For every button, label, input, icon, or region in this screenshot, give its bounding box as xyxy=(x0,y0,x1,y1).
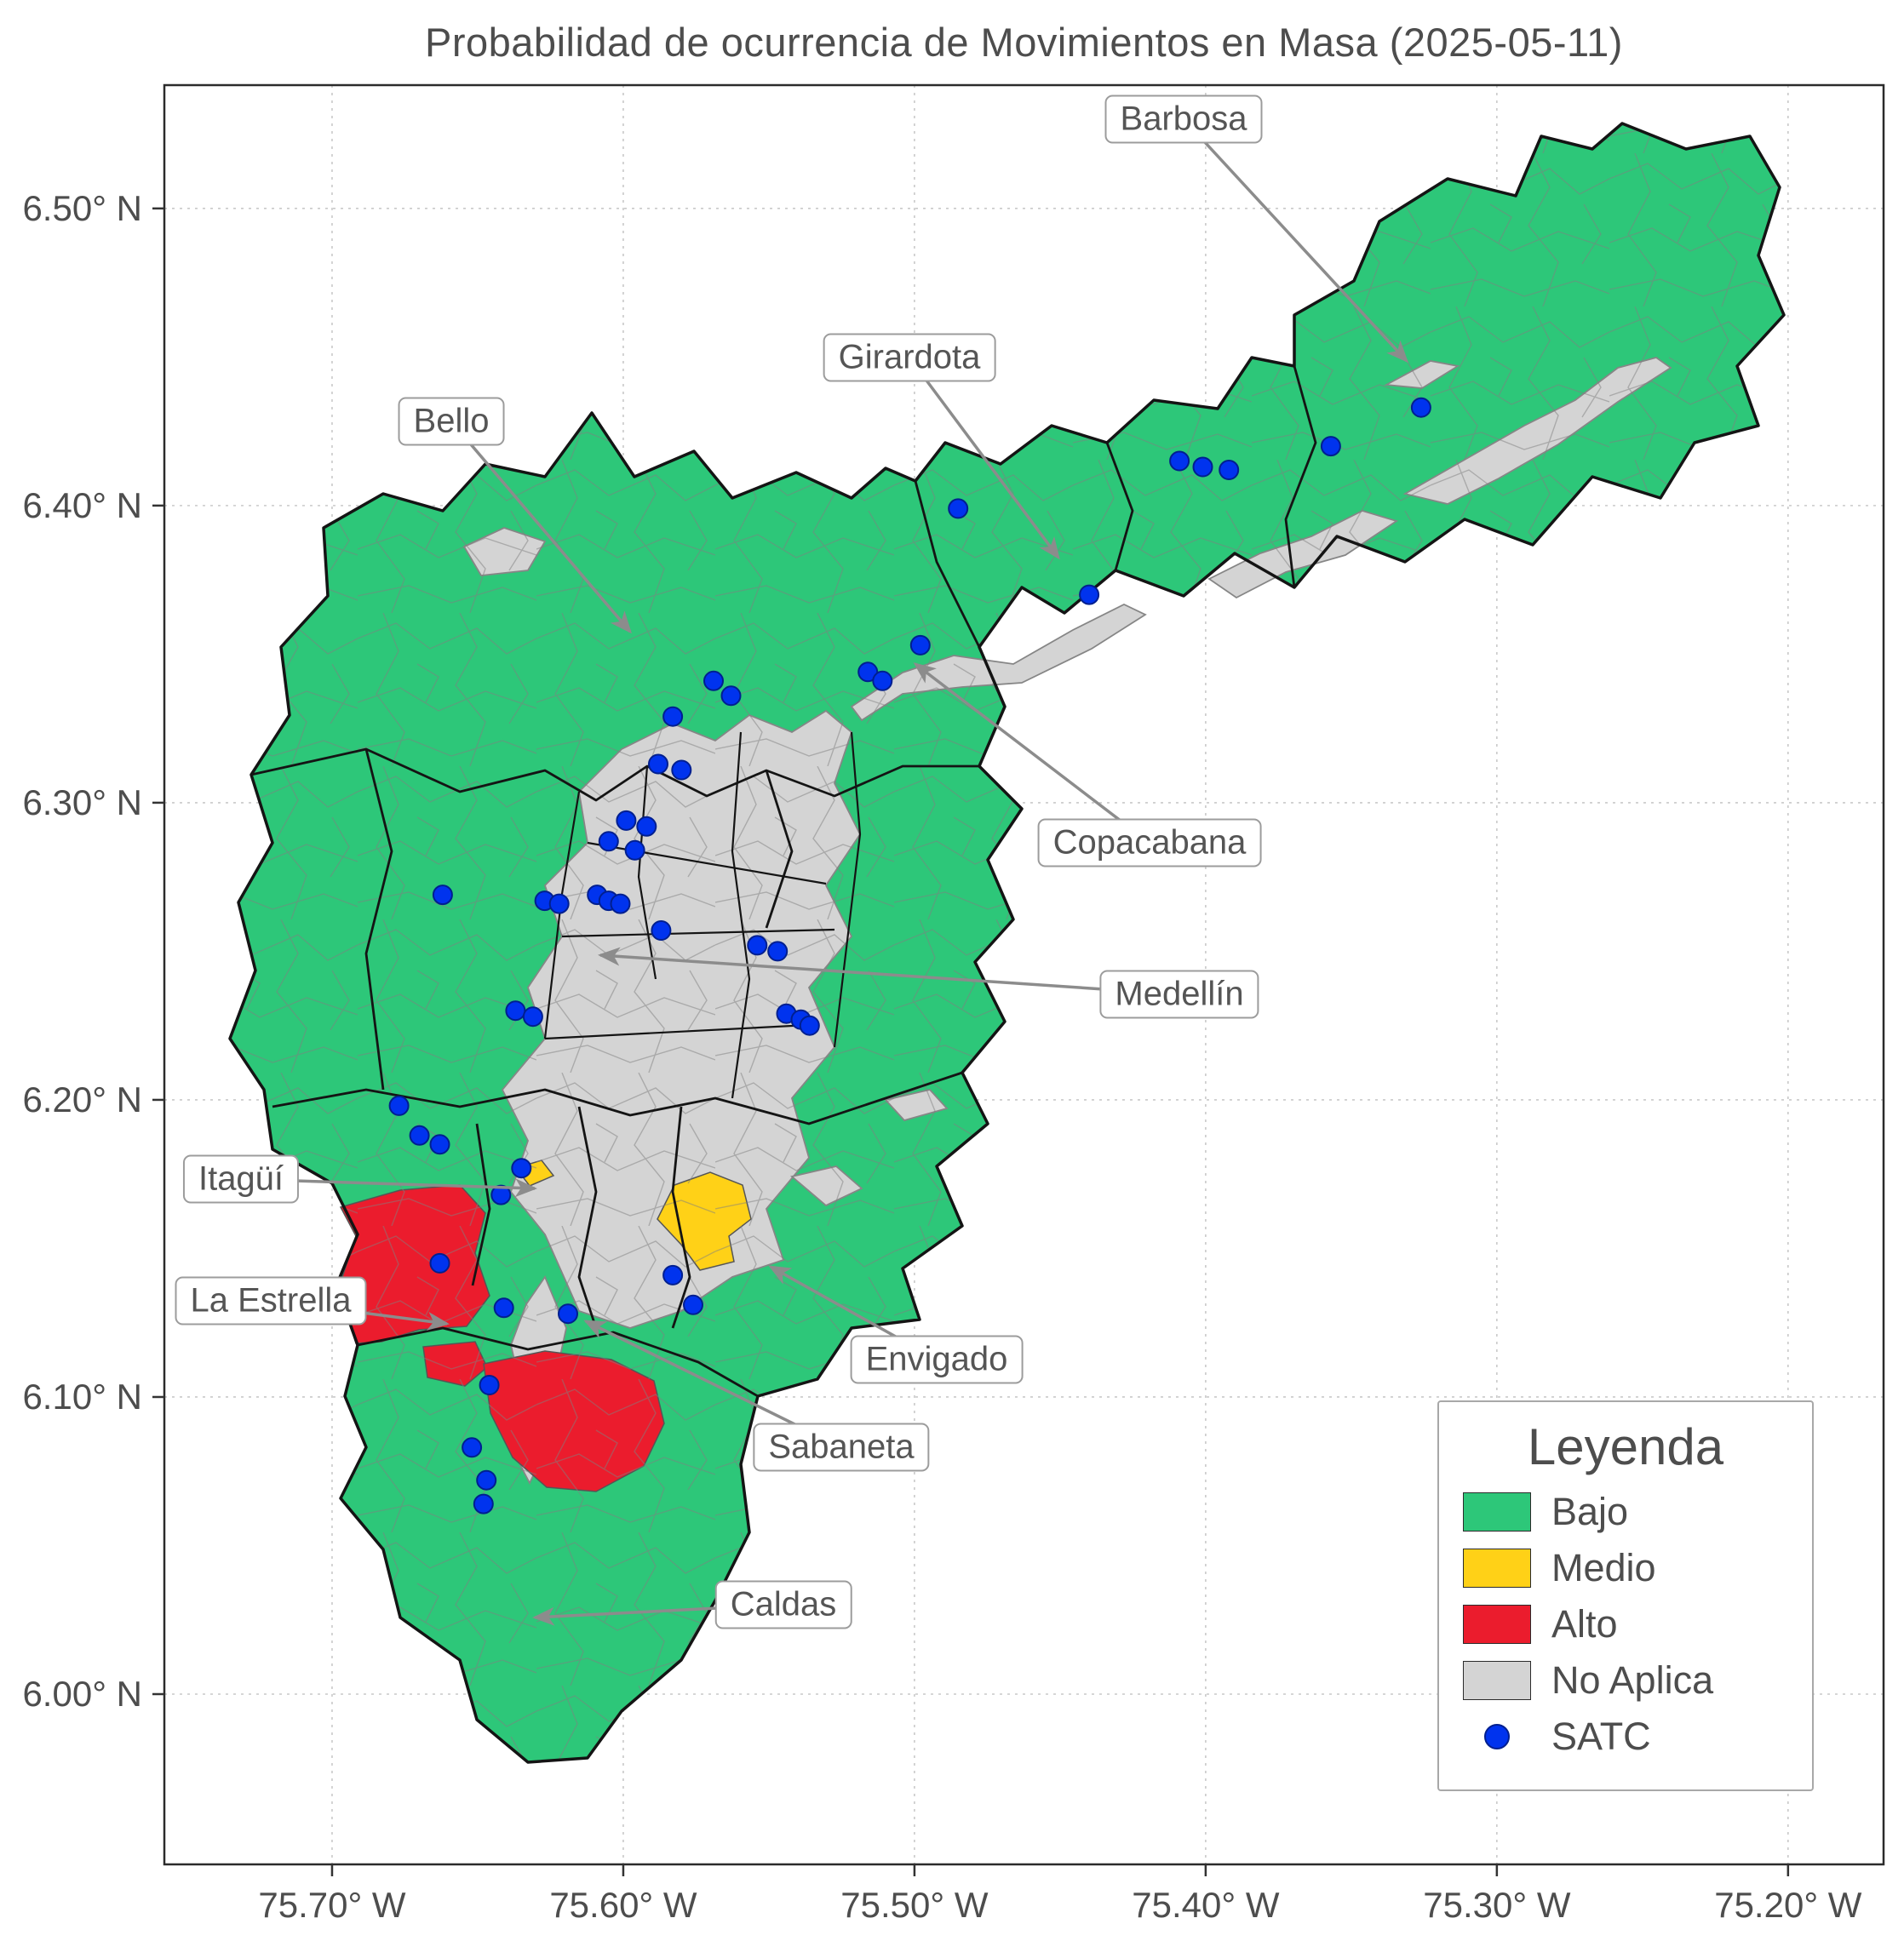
satc-point xyxy=(909,634,931,656)
satc-point xyxy=(671,759,692,781)
legend-item-medio: Medio xyxy=(1463,1546,1788,1590)
satc-point xyxy=(522,1006,543,1028)
satc-point xyxy=(1219,460,1240,480)
axis-ticks-layer: 75.70° W 75.60° W 75.50° W 75.40° W 75.30° W… xyxy=(22,188,1861,1925)
plot-frame xyxy=(163,83,1885,1866)
legend-satc-marker-wrap xyxy=(1463,1724,1531,1749)
legend-swatch-bajo xyxy=(1463,1492,1531,1532)
satc-point xyxy=(683,1294,703,1315)
satc-point xyxy=(429,1252,450,1274)
satc-point xyxy=(511,1158,532,1179)
satc-point xyxy=(747,935,768,956)
y-tick-label: 6.20° N xyxy=(22,1079,142,1119)
legend-label-bajo: Bajo xyxy=(1551,1490,1629,1533)
y-tick-label: 6.30° N xyxy=(22,782,142,822)
satc-legend-dot-icon xyxy=(1484,1724,1510,1749)
satc-point xyxy=(1079,584,1100,605)
x-tick-label: 75.60° W xyxy=(549,1885,697,1925)
satc-point xyxy=(872,670,893,691)
satc-point xyxy=(476,1469,497,1491)
satc-point xyxy=(462,1437,483,1458)
y-tick-label: 6.40° N xyxy=(22,485,142,525)
satc-point xyxy=(767,941,789,962)
comuna-borders xyxy=(543,731,862,1099)
satc-point xyxy=(388,1095,410,1116)
legend-item-alto: Alto xyxy=(1463,1602,1788,1646)
satc-point xyxy=(857,661,879,683)
satc-point xyxy=(1320,436,1341,457)
satc-point xyxy=(662,706,684,727)
annotation-arrow-barbosa xyxy=(1182,117,1409,364)
satc-point xyxy=(1192,456,1213,478)
satc-point xyxy=(473,1493,494,1514)
legend-item-satc: SATC xyxy=(1463,1715,1788,1759)
y-tick-label: 6.10° N xyxy=(22,1377,142,1417)
x-tick-label: 75.50° W xyxy=(840,1885,989,1925)
satc-point xyxy=(429,1134,450,1155)
satc-point xyxy=(648,753,668,775)
y-tick-label: 6.50° N xyxy=(22,188,142,228)
x-tick-label: 75.30° W xyxy=(1423,1885,1571,1925)
y-tick-label: 6.00° N xyxy=(22,1674,142,1714)
satc-point xyxy=(598,831,619,852)
legend-swatch-medio xyxy=(1463,1549,1531,1588)
annotation-arrows-layer xyxy=(240,117,1409,1626)
satc-point xyxy=(505,1000,526,1022)
satc-point xyxy=(636,816,657,837)
satc-point xyxy=(558,1303,578,1325)
x-tick-label: 75.40° W xyxy=(1132,1885,1280,1925)
satc-point xyxy=(548,893,570,914)
legend-label-medio: Medio xyxy=(1551,1546,1656,1589)
satc-point xyxy=(432,885,453,906)
satc-point xyxy=(624,839,645,861)
satc-point xyxy=(799,1015,820,1036)
satc-point xyxy=(490,1184,512,1205)
legend-title: Leyenda xyxy=(1527,1418,1724,1475)
annotation-arrow-medelli-n xyxy=(598,947,1180,996)
legend-swatch-no-aplica xyxy=(1463,1661,1531,1700)
legend: Leyenda Bajo Medio Alto No Aplica SATC xyxy=(1437,1400,1814,1791)
region-outer-border xyxy=(228,122,1786,1764)
legend-swatch-alto xyxy=(1463,1605,1531,1644)
satc-point xyxy=(1169,450,1190,472)
legend-label-alto: Alto xyxy=(1551,1602,1618,1646)
satc-point xyxy=(493,1297,514,1319)
legend-item-no-aplica: No Aplica xyxy=(1463,1658,1788,1703)
annotation-arrow-bello xyxy=(450,420,632,634)
satc-point xyxy=(610,893,631,914)
x-tick-label: 75.20° W xyxy=(1714,1885,1862,1925)
satc-point xyxy=(479,1375,500,1395)
satc-point xyxy=(703,670,724,691)
legend-item-bajo: Bajo xyxy=(1463,1490,1788,1534)
legend-label-no-aplica: No Aplica xyxy=(1551,1658,1714,1702)
annotation-arrow-copacabana xyxy=(913,662,1151,845)
satc-point xyxy=(720,685,742,707)
satc-point xyxy=(651,920,672,941)
annotation-arrow-girardota xyxy=(908,356,1060,560)
figure-title: Probabilidad de ocurrencia de Movimiento… xyxy=(425,20,1623,65)
satc-points-layer xyxy=(388,397,1431,1514)
x-tick-label: 75.70° W xyxy=(258,1885,406,1925)
satc-point xyxy=(662,1264,684,1285)
satc-point xyxy=(616,810,637,831)
legend-label-satc: SATC xyxy=(1551,1715,1651,1758)
satc-point xyxy=(1410,397,1431,418)
satc-point xyxy=(409,1125,430,1146)
satc-point xyxy=(948,498,969,519)
